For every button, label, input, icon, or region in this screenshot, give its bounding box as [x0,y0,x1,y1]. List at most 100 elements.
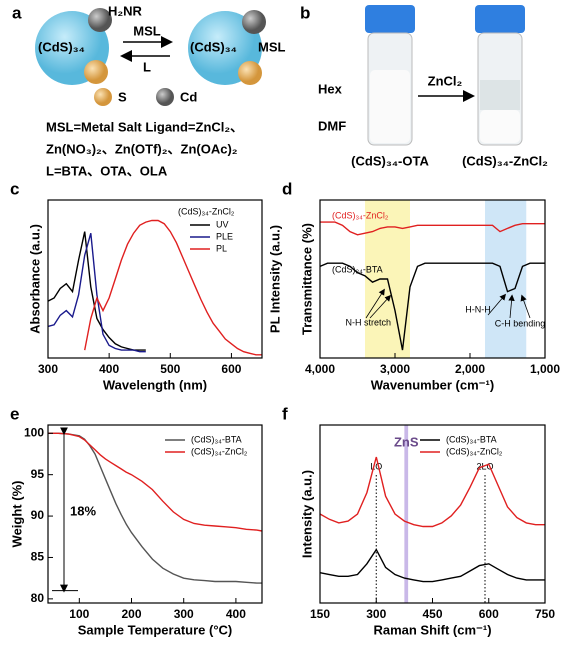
cd-atom [242,10,266,34]
text-line: MSL=Metal Salt Ligand=ZnCl₂、 [46,119,243,134]
x-tick-label: 150 [310,607,330,621]
panel-a: a H₂NR (CdS)₃₄ MSL L (CdS)₃₄ MSL S Cd MS… [12,3,286,178]
x-tick-label: 450 [422,607,442,621]
text-line: Zn(NO₃)₂、Zn(OTf)₂、Zn(OAc)₂ [46,141,238,156]
data-line [47,231,146,351]
series-label: (CdS)₃₄-ZnCl₂ [332,210,389,220]
legend-label: UV [216,219,229,229]
s-key [94,88,112,106]
x-axis-label: Raman Shift (cm⁻¹) [373,622,491,637]
x-tick-label: 750 [535,607,555,621]
y-tick-label: 95 [31,467,45,481]
plot-frame [319,199,546,359]
x-tick-label: 300 [38,362,58,376]
band [404,425,409,603]
legend-title: (CdS)₃₄-ZnCl₂ [178,206,235,216]
reference-label: LO [370,461,382,471]
y-tick-label: 85 [31,550,45,564]
phase-label: DMF [318,118,346,133]
plot-frame [47,199,263,359]
x-tick-label: 600 [221,362,241,376]
legend-label: (CdS)₃₄-BTA [446,434,497,444]
y-tick-label: 90 [31,508,45,522]
annotation: H-N-H [465,304,491,314]
legend-label: (CdS)₃₄-ZnCl₂ [446,446,503,456]
vial-liquid [480,80,520,110]
x-tick-label: 4,000 [305,362,335,376]
cd-atom [88,8,112,32]
reagent-label: ZnCl₂ [428,73,463,88]
plot-frame [47,424,263,604]
annotation: N-H stretch [345,317,391,327]
panel-letter: b [300,3,310,22]
x-axis-label: Sample Temperature (°C) [78,622,233,637]
vial-cap [475,5,525,33]
y-axis-label: Absorbance (a.u.) [27,224,42,334]
y-tick-label: 80 [31,591,45,605]
x-tick-label: 3,000 [380,362,410,376]
band [485,200,527,358]
legend-label: PLE [216,231,233,241]
x-axis-label: Wavenumber (cm⁻¹) [371,377,494,392]
legend-label: (CdS)₃₄-BTA [191,434,242,444]
x-tick-label: 100 [69,607,89,621]
y-tick-label: 100 [24,425,44,439]
text-line: L=BTA、OTA、OLA [46,163,168,178]
x-tick-label: 400 [226,607,246,621]
x-tick-label: 400 [99,362,119,376]
data-line [320,221,545,236]
annotation-arrow [365,288,385,319]
x-tick-label: 1,000 [530,362,560,376]
y2-axis-label: PL Intensity (a.u.) [267,225,282,333]
vial-cap [365,5,415,33]
x-axis-label: Wavelength (nm) [103,377,207,392]
span-label: 18% [70,503,96,518]
data-line [319,548,545,583]
panel-letter: d [282,179,292,198]
x-tick-label: 500 [160,362,180,376]
sample-label: (CdS)₃₄-ZnCl₂ [462,153,548,168]
x-tick-label: 600 [479,607,499,621]
phase-label: Hex [318,81,343,96]
ligand-label: MSL [258,39,286,54]
sample-label: (CdS)₃₄-OTA [351,153,429,168]
x-tick-label: 2,000 [455,362,485,376]
x-tick-label: 300 [366,607,386,621]
data-line [319,262,545,351]
panel-letter: a [12,3,22,22]
data-line [84,219,262,356]
key-label: Cd [180,89,197,104]
panel-letter: c [10,179,19,198]
annotation-arrow [520,294,531,319]
data-line [48,432,263,532]
panel-b: b Hex DMF ZnCl₂ (CdS)₃₄-OTA (CdS)₃₄-ZnCl… [300,3,548,168]
key-label: S [118,89,127,104]
annotation-arrow [487,293,507,316]
s-atom [84,60,108,84]
series-label: (CdS)₃₄-BTA [332,264,383,274]
annotation-arrow [508,294,515,319]
ligand-label: H₂NR [108,3,143,18]
panel-letter: e [10,404,19,423]
data-line [319,456,545,528]
backward-label: L [143,59,151,74]
y-axis-label: Weight (%) [9,481,24,548]
legend-label: (CdS)₃₄-ZnCl₂ [191,446,248,456]
cluster-label: (CdS)₃₄ [38,39,85,54]
y-axis-label: Transmittance (%) [299,223,314,335]
panel-letter: f [282,404,288,423]
s-atom [238,61,262,85]
band-label: ZnS [394,434,419,449]
vial-liquid [370,70,410,143]
x-tick-label: 300 [174,607,194,621]
forward-label: MSL [133,23,161,38]
vial-liquid [480,110,520,143]
x-tick-label: 200 [121,607,141,621]
annotation: C-H bending [495,318,546,328]
reference-label: 2LO [476,461,493,471]
y-axis-label: Intensity (a.u.) [299,470,314,558]
legend-label: PL [216,243,227,253]
data-line [47,233,146,353]
annotation-arrow [369,294,392,319]
